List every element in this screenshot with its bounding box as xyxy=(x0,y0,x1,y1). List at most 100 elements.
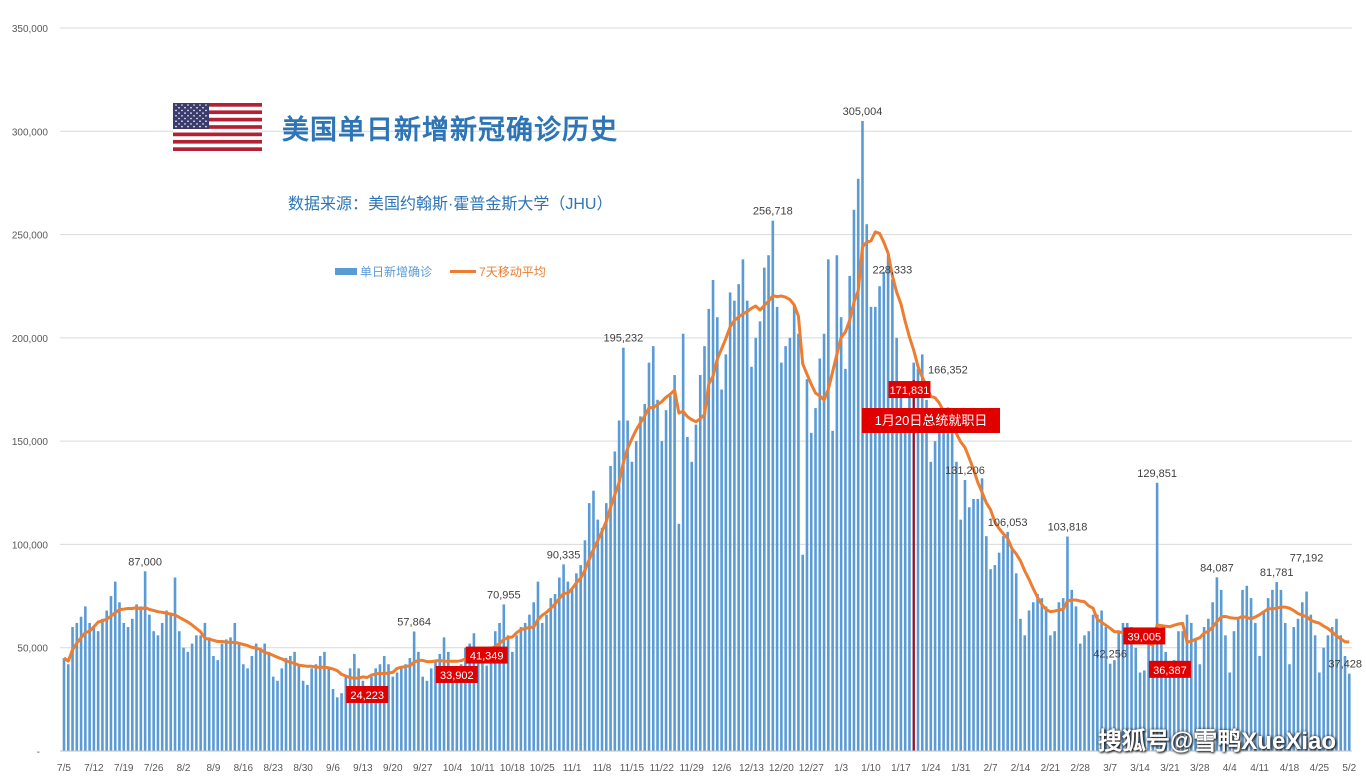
bar xyxy=(1151,635,1155,751)
bar xyxy=(822,333,826,751)
legend-swatch-line xyxy=(450,270,477,273)
highlight-data-label: 24,223 xyxy=(350,690,384,702)
bar xyxy=(1301,602,1304,751)
annotation: 256,718 xyxy=(753,206,793,218)
bar xyxy=(361,680,365,751)
bar xyxy=(532,602,535,751)
bar xyxy=(967,507,971,751)
bar xyxy=(203,622,207,751)
y-tick-label: 50,000 xyxy=(17,644,48,655)
x-tick-label: 4/4 xyxy=(1223,763,1237,774)
legend-swatch-bar xyxy=(335,268,357,275)
bar xyxy=(869,306,873,751)
bar xyxy=(929,461,933,751)
bar xyxy=(1207,618,1210,751)
bar xyxy=(195,635,198,751)
data-label: 228,333 xyxy=(872,264,912,276)
bar xyxy=(434,660,437,751)
bar xyxy=(79,616,83,751)
bar xyxy=(1019,618,1022,751)
bar xyxy=(617,420,621,751)
bar xyxy=(1053,631,1056,751)
bar xyxy=(1070,589,1074,751)
bar xyxy=(959,519,962,751)
legend: 单日新增确诊 7天移动平均 xyxy=(335,263,546,280)
annotations: 87,000 24,223 57,864 33,902 41,349 70,955 90,3… xyxy=(128,106,1362,703)
bar xyxy=(1164,651,1167,751)
bar xyxy=(1232,631,1236,751)
bar xyxy=(199,635,202,751)
bar xyxy=(844,368,847,751)
x-tick-label: 7/19 xyxy=(114,763,134,774)
x-tick-label: 1/31 xyxy=(951,763,971,774)
bar xyxy=(1066,536,1069,751)
bar xyxy=(1074,606,1078,751)
x-tick-label: 3/28 xyxy=(1190,763,1210,774)
bar xyxy=(1219,589,1223,751)
bar xyxy=(925,399,928,751)
highlight-annotation: 41,349 xyxy=(465,646,508,664)
bar xyxy=(357,668,360,751)
bar xyxy=(673,375,676,751)
bar xyxy=(997,552,1001,751)
legend-label: 单日新增确诊 xyxy=(360,265,433,279)
annotation: 106,053 xyxy=(988,517,1028,529)
highlight-annotation: 171,831 xyxy=(888,381,931,399)
data-label: 103,818 xyxy=(1048,522,1088,534)
bar xyxy=(908,396,911,751)
x-tick-label: 7/26 xyxy=(144,763,164,774)
x-tick-label: 1/24 xyxy=(921,763,941,774)
annotation: 129,851 xyxy=(1137,468,1177,480)
x-tick-label: 2/21 xyxy=(1041,763,1061,774)
bar xyxy=(878,286,881,751)
bar xyxy=(566,581,570,751)
bar xyxy=(297,664,301,751)
bar xyxy=(254,643,258,751)
highlight-data-label: 33,902 xyxy=(440,670,474,682)
bar xyxy=(1036,594,1039,751)
bar xyxy=(276,680,279,751)
x-tick-label: 8/23 xyxy=(263,763,283,774)
bar xyxy=(865,224,869,751)
bar xyxy=(677,523,681,751)
bar xyxy=(306,684,309,751)
annotation: 57,864 xyxy=(397,616,431,628)
annotation: 195,232 xyxy=(603,333,643,345)
bar xyxy=(579,565,582,751)
x-tick-label: 8/16 xyxy=(234,763,254,774)
annotation: 131,206 xyxy=(945,465,985,477)
bar xyxy=(1224,635,1227,751)
y-tick-label: 250,000 xyxy=(12,231,49,242)
bar xyxy=(575,573,578,751)
bar xyxy=(788,337,792,751)
highlight-data-label: 171,831 xyxy=(890,385,930,397)
bar xyxy=(1031,602,1035,751)
bar xyxy=(1279,589,1283,751)
bar xyxy=(1130,627,1133,751)
us-flag-icon xyxy=(173,103,262,151)
bar xyxy=(724,354,728,751)
highlight-data-label: 36,387 xyxy=(1153,665,1187,677)
bar xyxy=(472,633,476,751)
watermark: 搜狐号@雪鸭XueXiao xyxy=(1097,728,1336,755)
bar xyxy=(1014,573,1018,751)
bar xyxy=(775,306,779,751)
x-tick-label: 8/9 xyxy=(206,763,220,774)
bar xyxy=(1023,635,1027,751)
bar xyxy=(1236,618,1240,751)
bar xyxy=(485,665,489,751)
bar xyxy=(335,697,339,751)
bar xyxy=(1147,639,1150,751)
bar xyxy=(809,432,813,751)
bar xyxy=(224,639,228,751)
bar xyxy=(263,643,266,751)
bar xyxy=(348,668,352,751)
x-tick-label: 7/12 xyxy=(84,763,104,774)
bar xyxy=(438,653,442,751)
bar xyxy=(88,622,91,751)
bar xyxy=(558,577,561,751)
bar xyxy=(596,519,600,751)
x-tick-label: 4/18 xyxy=(1280,763,1300,774)
bar xyxy=(1211,602,1214,751)
bar xyxy=(84,606,87,751)
